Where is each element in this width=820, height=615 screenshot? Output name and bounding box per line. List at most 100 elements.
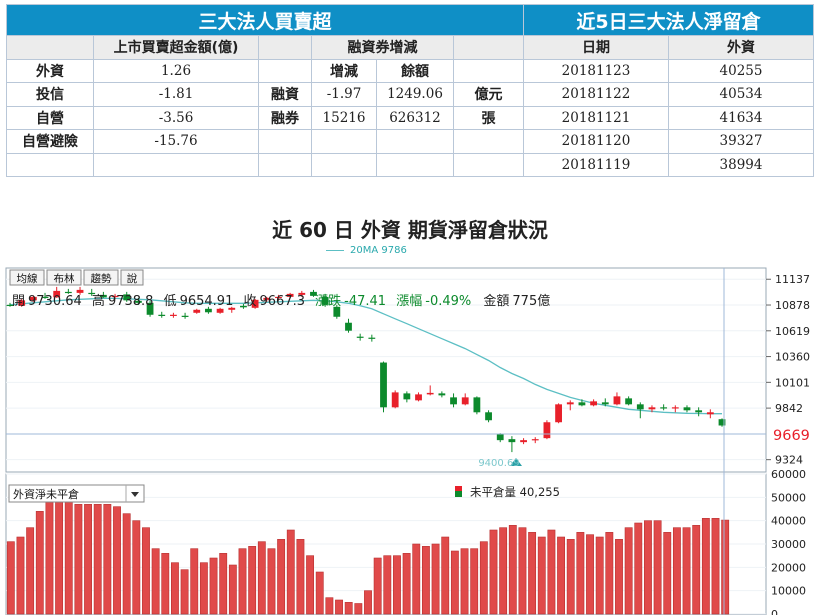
- row-unit: [452, 58, 525, 83]
- candle: [228, 306, 236, 313]
- candle: [146, 300, 154, 317]
- oi-bar: [344, 602, 353, 615]
- oi-bar: [286, 529, 295, 615]
- row-date: 20181121: [523, 105, 669, 130]
- row-kind: [258, 58, 312, 83]
- candle: [181, 312, 189, 319]
- row-value: 41634: [667, 105, 815, 130]
- candle-body: [298, 292, 306, 295]
- oi-bar: [199, 562, 208, 615]
- oi-bar: [576, 532, 585, 615]
- indicator-dropdown[interactable]: 外資淨未平倉: [8, 484, 145, 503]
- description-button[interactable]: [120, 269, 144, 286]
- candle-body: [99, 294, 107, 298]
- candle: [134, 297, 142, 305]
- row-change: [311, 129, 377, 154]
- price-axis: 11137 10878 10619 10360 10101 9842 9324: [766, 273, 810, 467]
- row-kind: [258, 129, 312, 154]
- oi-bar: [190, 548, 199, 615]
- candle: [636, 402, 644, 419]
- oi-bar: [132, 520, 141, 615]
- candlesticks: [6, 286, 726, 453]
- price-tick-label: 10878: [775, 299, 810, 312]
- row-kind: 融資: [258, 82, 312, 107]
- candle: [310, 289, 317, 297]
- dropdown-value: 外資淨未平倉: [13, 487, 79, 501]
- candle-body: [450, 397, 457, 405]
- oi-bar: [586, 534, 594, 615]
- ma-legend: 20MA 9786: [326, 245, 407, 256]
- oi-bar: [113, 506, 121, 615]
- change-value: -47.41: [344, 294, 386, 309]
- low-marker-label: 9400.69: [478, 458, 519, 469]
- oi-bar: [701, 518, 710, 615]
- candle-body: [613, 396, 621, 405]
- open-label: 開: [12, 294, 25, 309]
- candle-body: [29, 296, 37, 301]
- candle: [170, 312, 177, 318]
- oi-bar: [238, 548, 247, 615]
- candle: [531, 437, 539, 444]
- bar-tick-label: 10000: [771, 585, 806, 598]
- oi-bar: [16, 536, 25, 615]
- candle: [601, 398, 609, 407]
- bollinger-button[interactable]: [46, 269, 82, 286]
- oi-bar: [373, 557, 382, 615]
- oi-bar: [161, 553, 170, 615]
- candle: [6, 302, 14, 307]
- bar-axis: 60000 50000 40000 30000 20000 10000 0: [771, 468, 806, 615]
- candle-body: [41, 296, 49, 299]
- price-tick-label: 10360: [775, 351, 810, 364]
- oi-bar: [335, 599, 343, 615]
- ma-button[interactable]: [9, 269, 45, 286]
- candle-body: [496, 434, 504, 441]
- chart-subtitle: 近 60 日 外資 期貨淨留倉狀況: [272, 218, 548, 242]
- oi-bar: [393, 555, 401, 615]
- candle: [706, 409, 714, 419]
- row-date: 20181120: [523, 129, 669, 154]
- candle-body: [275, 296, 282, 299]
- col-foreign-header: 外資: [667, 35, 815, 60]
- candle: [380, 361, 387, 413]
- candle-body: [473, 397, 481, 413]
- candle: [216, 307, 224, 314]
- description-button-label: 說: [127, 272, 138, 285]
- oi-bar: [93, 504, 102, 615]
- chevron-down-icon[interactable]: [131, 492, 139, 497]
- candle: [555, 403, 562, 424]
- candle: [275, 294, 282, 300]
- candle-body: [251, 299, 259, 308]
- candle-body: [415, 394, 422, 401]
- candle: [64, 288, 72, 294]
- oi-bar: [325, 597, 334, 615]
- candle-body: [590, 401, 598, 406]
- empty-cell: [376, 152, 454, 177]
- candle: [240, 303, 247, 309]
- oi-bar: [35, 511, 44, 615]
- candle-body: [310, 291, 317, 296]
- candle-body: [578, 402, 586, 406]
- row-change: 15216: [311, 105, 377, 130]
- row-balance: 626312: [376, 105, 454, 130]
- candle-body: [566, 402, 574, 405]
- oi-bar: [402, 553, 411, 615]
- empty-cell: [93, 152, 259, 177]
- oi-bar: [508, 525, 517, 615]
- trend-button[interactable]: [83, 269, 119, 286]
- oi-bar: [228, 564, 237, 615]
- row-name: 自營避險: [6, 129, 94, 154]
- ma-button-label: 均線: [17, 272, 38, 285]
- row-date: 20181122: [523, 82, 669, 107]
- pct-value: -0.49%: [425, 294, 471, 309]
- candle: [566, 400, 574, 411]
- candle: [333, 304, 341, 319]
- candle: [520, 438, 527, 445]
- oi-bar: [122, 513, 131, 615]
- dropdown-box[interactable]: [8, 484, 145, 503]
- oi-bar: [64, 499, 73, 615]
- table-right-title: 近5日三大法人淨留倉: [522, 4, 815, 36]
- oi-bar: [84, 504, 92, 615]
- oi-legend: 未平倉量 40,255: [470, 485, 560, 499]
- oi-bars: [6, 490, 730, 615]
- oi-bar: [171, 562, 179, 615]
